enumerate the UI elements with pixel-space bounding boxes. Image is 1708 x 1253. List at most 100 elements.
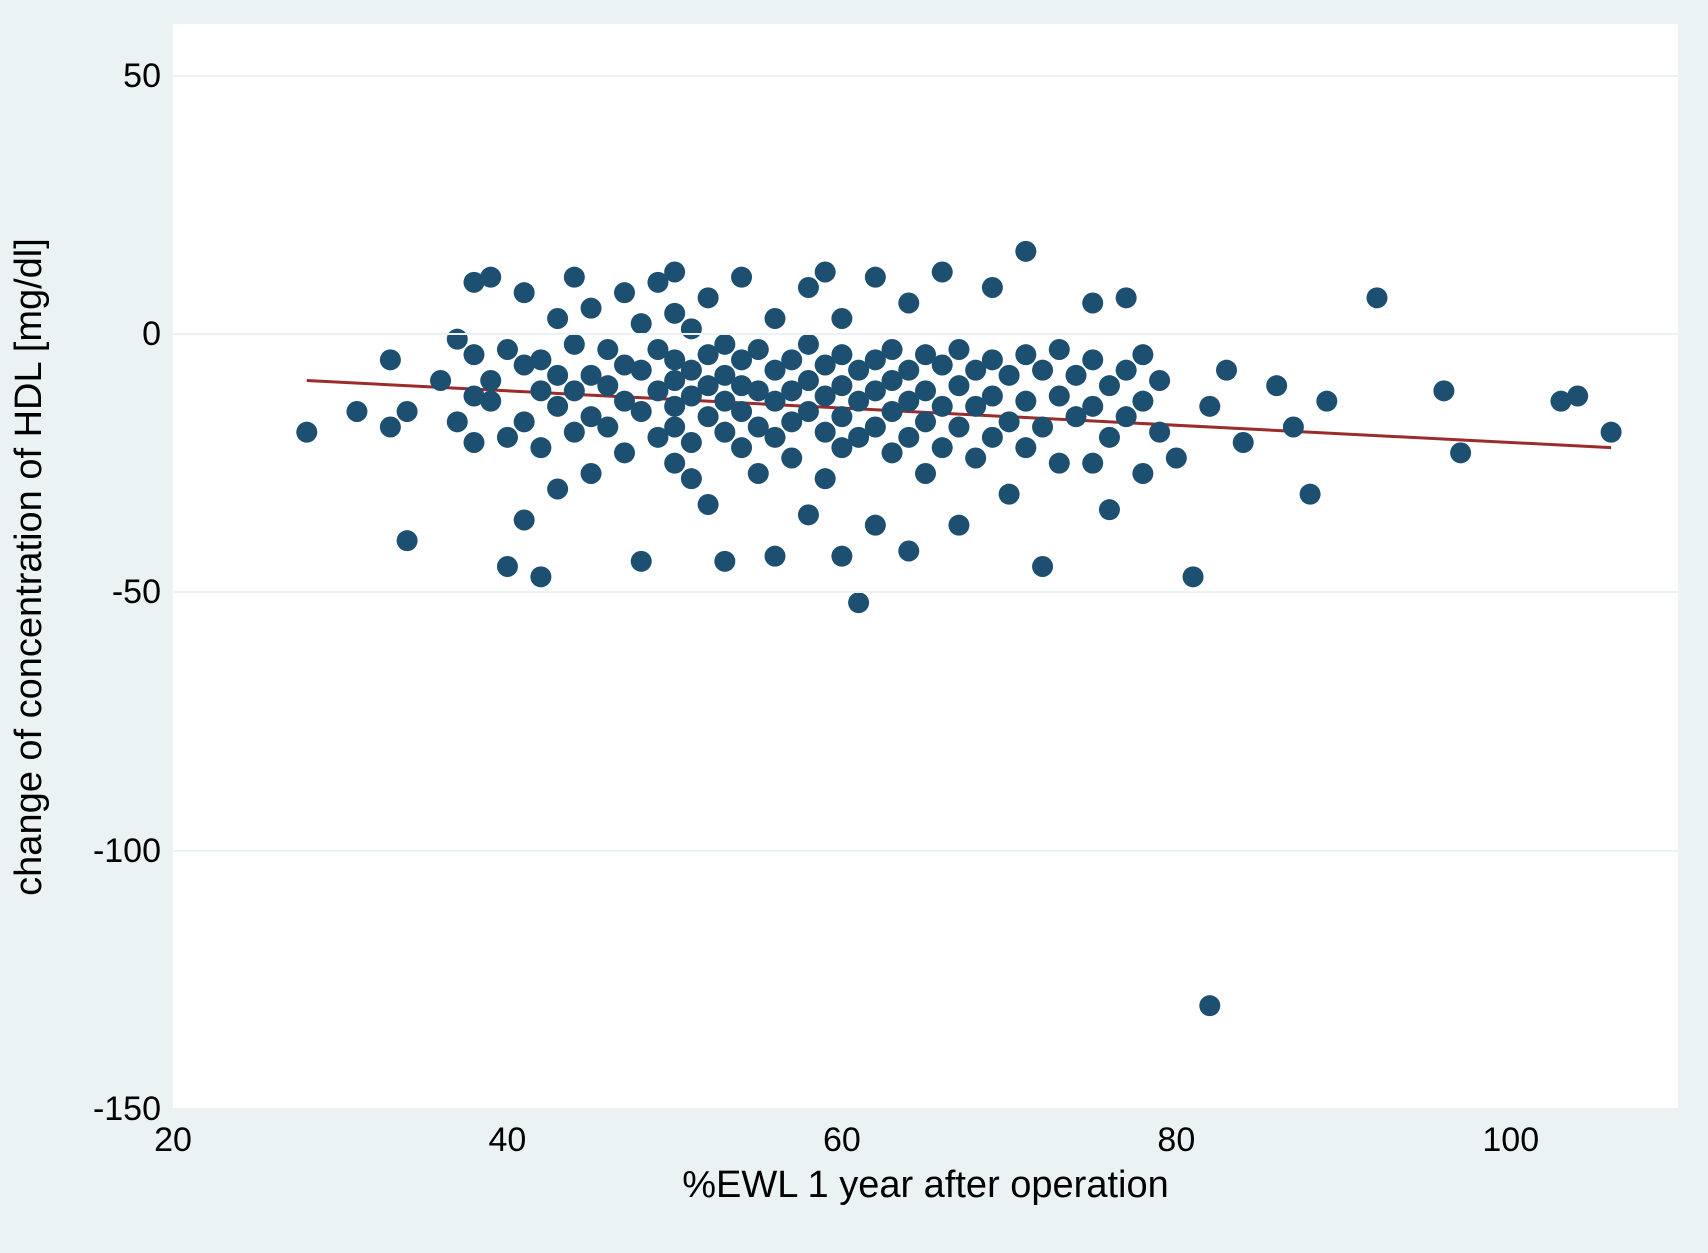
scatter-point [1082, 453, 1103, 474]
scatter-point [447, 411, 468, 432]
plot-area [173, 24, 1678, 1109]
scatter-point [1015, 344, 1036, 365]
scatter-point [1032, 417, 1053, 438]
scatter-point [948, 375, 969, 396]
scatter-point [497, 427, 518, 448]
scatter-point [798, 334, 819, 355]
scatter-point [547, 365, 568, 386]
scatter-point [898, 427, 919, 448]
scatter-point [1149, 370, 1170, 391]
scatter-point [1266, 375, 1287, 396]
scatter-point [714, 334, 735, 355]
scatter-point [714, 551, 735, 572]
scatter-point [547, 479, 568, 500]
scatter-point [564, 334, 585, 355]
scatter-point [765, 546, 786, 567]
scatter-point [514, 282, 535, 303]
y-tick-label: 0 [142, 315, 161, 354]
scatter-point [815, 468, 836, 489]
gridline [173, 1108, 1678, 1110]
scatter-point [714, 422, 735, 443]
scatter-point [781, 448, 802, 469]
scatter-point [480, 391, 501, 412]
scatter-point [1082, 396, 1103, 417]
scatter-point [447, 329, 468, 350]
scatter-point [932, 355, 953, 376]
scatter-point [765, 308, 786, 329]
scatter-point [1601, 422, 1622, 443]
scatter-point [898, 360, 919, 381]
scatter-point [965, 448, 986, 469]
scatter-point [497, 556, 518, 577]
scatter-point [1567, 386, 1588, 407]
gridline [173, 75, 1678, 77]
scatter-point [530, 437, 551, 458]
scatter-point [581, 463, 602, 484]
scatter-point [698, 287, 719, 308]
scatter-point [865, 515, 886, 536]
scatter-point [514, 411, 535, 432]
scatter-point [999, 365, 1020, 386]
scatter-point [982, 277, 1003, 298]
scatter-point [547, 396, 568, 417]
scatter-point [664, 262, 685, 283]
scatter-point [748, 463, 769, 484]
gridline [173, 591, 1678, 593]
x-tick-label: 40 [477, 1121, 537, 1160]
scatter-point [1283, 417, 1304, 438]
scatter-point [1032, 360, 1053, 381]
scatter-point [631, 401, 652, 422]
scatter-point [564, 267, 585, 288]
scatter-point [948, 339, 969, 360]
scatter-point [1015, 241, 1036, 262]
scatter-point [831, 344, 852, 365]
scatter-point [1082, 293, 1103, 314]
scatter-point [631, 360, 652, 381]
scatter-point [681, 468, 702, 489]
scatter-point [831, 308, 852, 329]
y-tick-label: 50 [123, 57, 161, 96]
scatter-point [815, 262, 836, 283]
scatter-point [1132, 463, 1153, 484]
scatter-point [731, 437, 752, 458]
scatter-point [547, 308, 568, 329]
scatter-point [1082, 349, 1103, 370]
scatter-point [831, 546, 852, 567]
scatter-point [748, 339, 769, 360]
scatter-point [982, 386, 1003, 407]
scatter-point [430, 370, 451, 391]
scatter-point [1199, 396, 1220, 417]
scatter-point [1015, 391, 1036, 412]
scatter-point [1367, 287, 1388, 308]
y-tick-label: -50 [112, 573, 161, 612]
scatter-point [530, 566, 551, 587]
scatter-point [564, 422, 585, 443]
scatter-point [999, 484, 1020, 505]
scatter-point [915, 463, 936, 484]
scatter-point [514, 510, 535, 531]
scatter-point [464, 432, 485, 453]
scatter-point [1099, 427, 1120, 448]
scatter-point [698, 494, 719, 515]
scatter-point [781, 349, 802, 370]
scatter-point [731, 401, 752, 422]
chart-container: change of concentration of HDL [mg/dl] %… [0, 0, 1708, 1253]
scatter-point [848, 592, 869, 613]
scatter-point [1032, 556, 1053, 577]
scatter-point [915, 380, 936, 401]
scatter-point [1316, 391, 1337, 412]
scatter-point [932, 437, 953, 458]
scatter-point [798, 504, 819, 525]
scatter-point [380, 417, 401, 438]
scatter-point [698, 406, 719, 427]
scatter-point [530, 380, 551, 401]
scatter-point [681, 318, 702, 339]
scatter-point [631, 551, 652, 572]
scatter-point [464, 344, 485, 365]
scatter-point [831, 406, 852, 427]
scatter-point [731, 267, 752, 288]
scatter-point [982, 427, 1003, 448]
scatter-point [882, 442, 903, 463]
scatter-point [397, 401, 418, 422]
scatter-point [882, 339, 903, 360]
